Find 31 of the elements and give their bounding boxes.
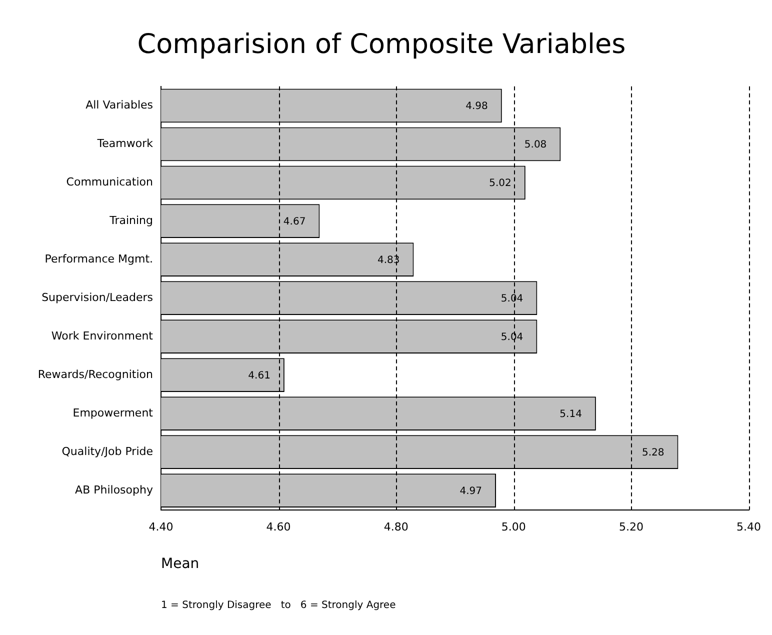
data-label: 5.04 (500, 332, 524, 344)
y-tick-label: Training (108, 214, 153, 227)
y-tick-label: Quality/Job Pride (62, 444, 154, 458)
data-label: 4.98 (466, 101, 488, 112)
chart-title: Comparision of Composite Variables (137, 29, 626, 60)
data-label: 5.14 (560, 409, 582, 420)
y-tick-label: Rewards/Recognition (38, 368, 154, 381)
x-tick-label: 5.20 (618, 520, 644, 534)
data-label: 4.61 (248, 370, 270, 382)
data-label: 5.04 (500, 294, 524, 305)
y-tick-label: Communication (66, 175, 154, 188)
y-tick-label: All Variables (86, 98, 154, 112)
y-tick-label: Teamwork (96, 136, 154, 150)
y-tick-label: Empowerment (72, 406, 154, 420)
text: 1 = Strongly Disagree to 6 = Strongly Agree (161, 600, 396, 611)
x-axis-title: Mean (161, 556, 200, 572)
data-label: 4.97 (460, 486, 482, 498)
data-label: 5.28 (642, 448, 664, 459)
data-label: 4.83 (377, 255, 400, 266)
x-tick-label: 4.40 (148, 520, 174, 534)
x-tick-label: 4.60 (266, 520, 291, 534)
x-tick-label: 4.80 (384, 520, 408, 534)
y-tick-label: AB Philosophy (75, 483, 154, 496)
data-label: 5.02 (489, 178, 512, 190)
y-tick-label: Supervision/Leaders (42, 290, 154, 304)
data-label: 4.67 (283, 216, 306, 228)
y-tick-label: Performance Mgmt. (44, 252, 153, 266)
data-label: 5.08 (524, 140, 547, 151)
y-tick-label: Work Environment (51, 329, 154, 342)
x-tick-label: 5.00 (501, 520, 526, 534)
x-tick-label: 5.40 (736, 520, 762, 534)
